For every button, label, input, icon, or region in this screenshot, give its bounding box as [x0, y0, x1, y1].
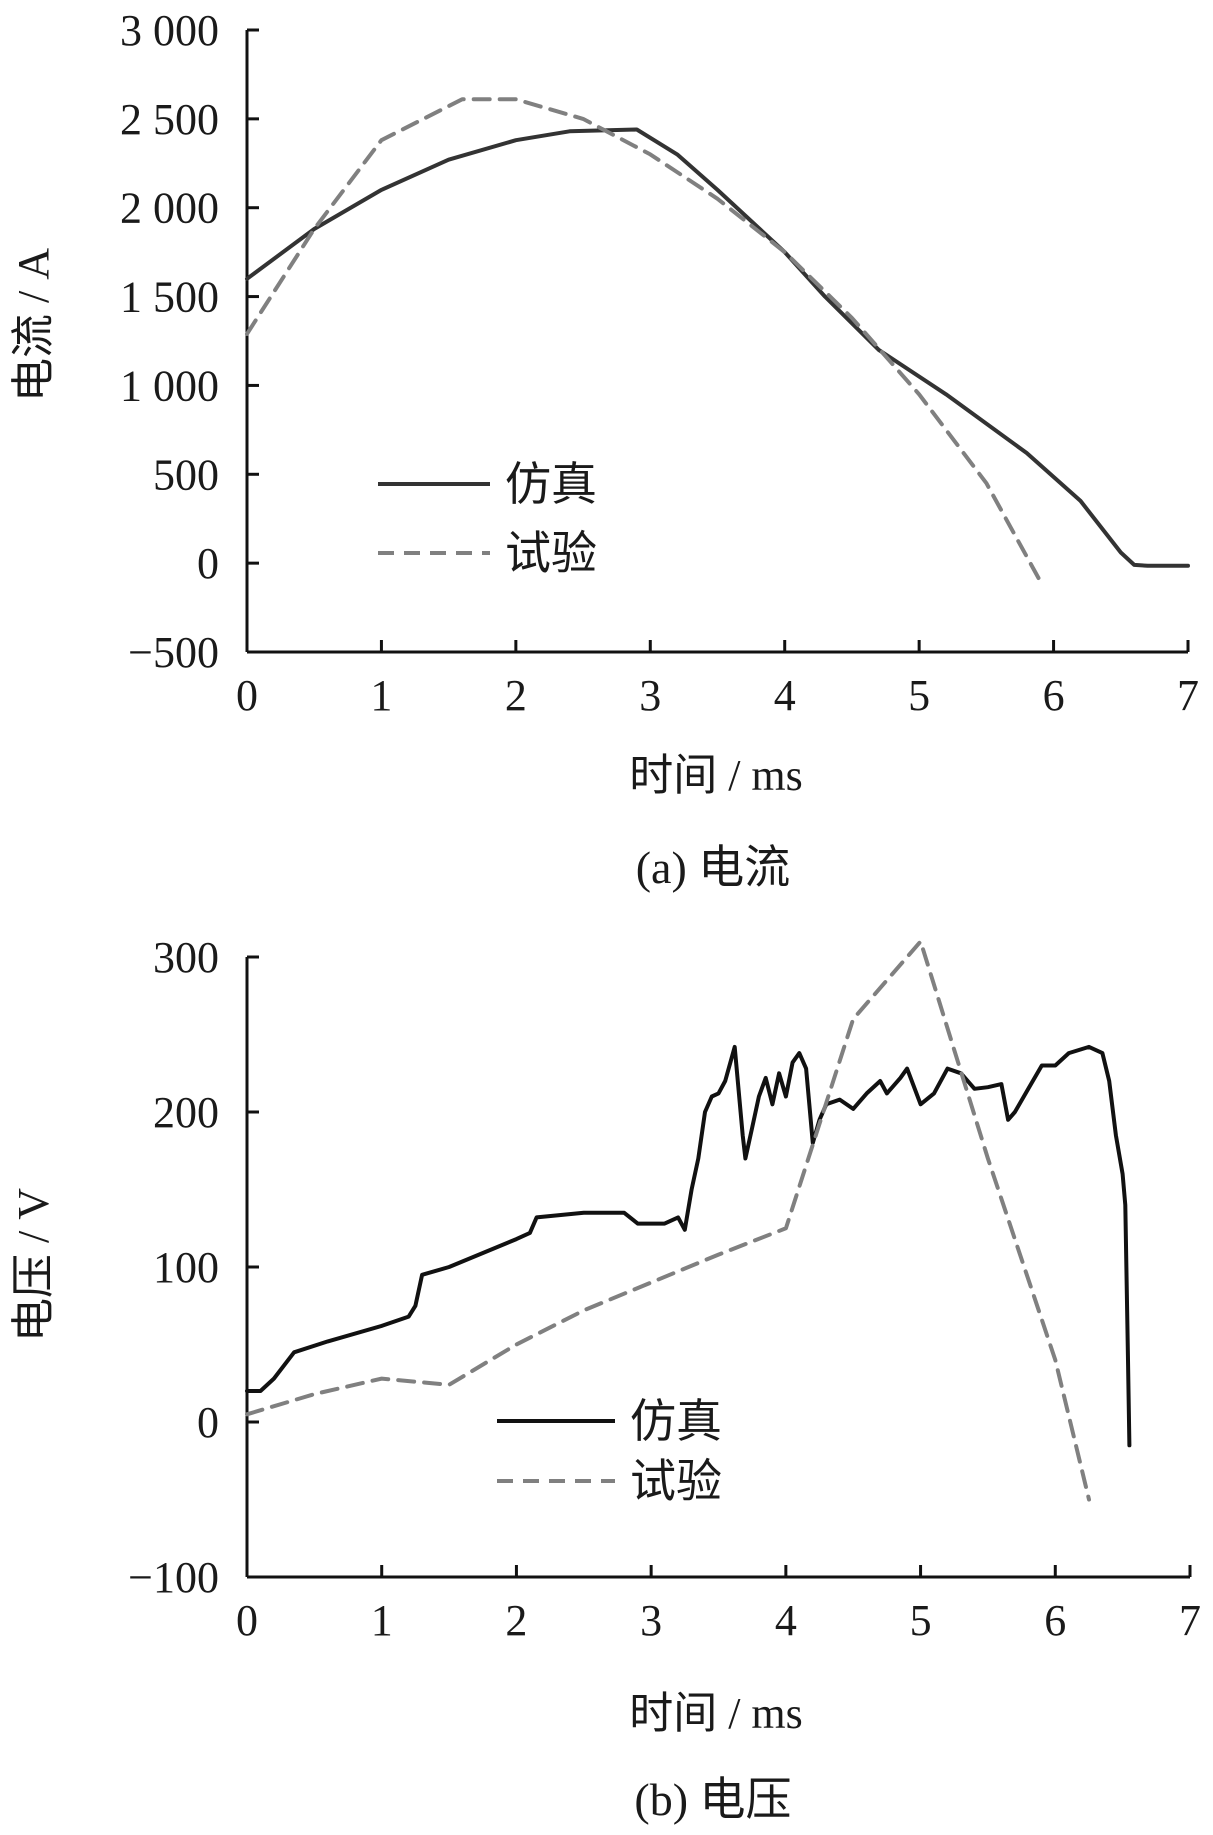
voltage-legend: 仿真 试验 — [497, 1396, 722, 1507]
current-legend: 仿真 试验 — [378, 459, 597, 579]
current-x-axis-title: 时间 / ms — [629, 751, 803, 800]
current-y-tick-label: 3 000 — [120, 6, 219, 55]
current-x-tick-label: 7 — [1177, 671, 1199, 720]
voltage-chart: −100 0 100 200 300 0 1 2 3 4 5 6 7 时间 / ms 电压 / V 仿真… — [9, 933, 1201, 1825]
voltage-experiment-line — [245, 939, 1091, 1502]
current-x-tick-label: 5 — [908, 671, 930, 720]
voltage-x-tick-label: 5 — [910, 1596, 932, 1645]
current-x-tick-label: 1 — [370, 671, 392, 720]
voltage-legend-label-exp: 试验 — [630, 1456, 722, 1507]
voltage-x-tick-label: 1 — [371, 1596, 393, 1645]
voltage-ticks: −100 0 100 200 300 0 1 2 3 4 5 6 7 — [128, 933, 1201, 1645]
current-y-tick-label: 1 500 — [120, 273, 219, 322]
voltage-y-tick-label: 200 — [153, 1088, 219, 1137]
current-y-tick-label: 2 500 — [120, 95, 219, 144]
current-legend-label-sim: 仿真 — [505, 459, 597, 510]
voltage-x-tick-label: 0 — [236, 1596, 258, 1645]
current-caption: (a) 电流 — [636, 842, 791, 893]
current-y-tick-label: 0 — [197, 539, 219, 588]
current-x-tick-label: 6 — [1043, 671, 1065, 720]
voltage-x-axis-title: 时间 / ms — [629, 1689, 803, 1738]
current-experiment-line — [245, 97, 1043, 583]
voltage-y-tick-label: 0 — [197, 1398, 219, 1447]
voltage-y-tick-label: 300 — [153, 933, 219, 982]
current-y-tick-label: 500 — [153, 450, 219, 499]
voltage-x-tick-label: 4 — [775, 1596, 797, 1645]
voltage-x-tick-label: 3 — [640, 1596, 662, 1645]
current-ticks: −500 0 500 1 000 1 500 2 000 2 500 3 000 0 1 2 3 4 5 6… — [120, 6, 1199, 720]
voltage-legend-label-sim: 仿真 — [630, 1396, 722, 1447]
current-y-axis-title: 电流 / A — [9, 248, 58, 402]
current-axes — [245, 30, 1188, 654]
voltage-simulation-line — [245, 1044, 1132, 1448]
current-legend-label-exp: 试验 — [505, 528, 597, 579]
current-x-tick-label: 2 — [505, 671, 527, 720]
current-series — [245, 97, 1190, 583]
current-simulation-line — [245, 127, 1190, 568]
voltage-x-tick-label: 7 — [1179, 1596, 1201, 1645]
voltage-caption: (b) 电压 — [634, 1774, 791, 1825]
voltage-y-tick-label: 100 — [153, 1243, 219, 1292]
current-x-tick-label: 3 — [639, 671, 661, 720]
voltage-x-tick-label: 6 — [1044, 1596, 1066, 1645]
voltage-x-tick-label: 2 — [505, 1596, 527, 1645]
current-y-tick-label: 2 000 — [120, 184, 219, 233]
current-y-tick-label: −500 — [128, 628, 219, 677]
current-x-tick-label: 4 — [774, 671, 796, 720]
voltage-y-tick-label: −100 — [128, 1553, 219, 1602]
current-y-tick-label: 1 000 — [120, 361, 219, 410]
current-chart: −500 0 500 1 000 1 500 2 000 2 500 3 000 0 1 2 3 4 5 6… — [9, 6, 1199, 893]
voltage-series — [245, 939, 1132, 1502]
current-x-tick-label: 0 — [236, 671, 258, 720]
voltage-y-axis-title: 电压 / V — [9, 1188, 58, 1342]
